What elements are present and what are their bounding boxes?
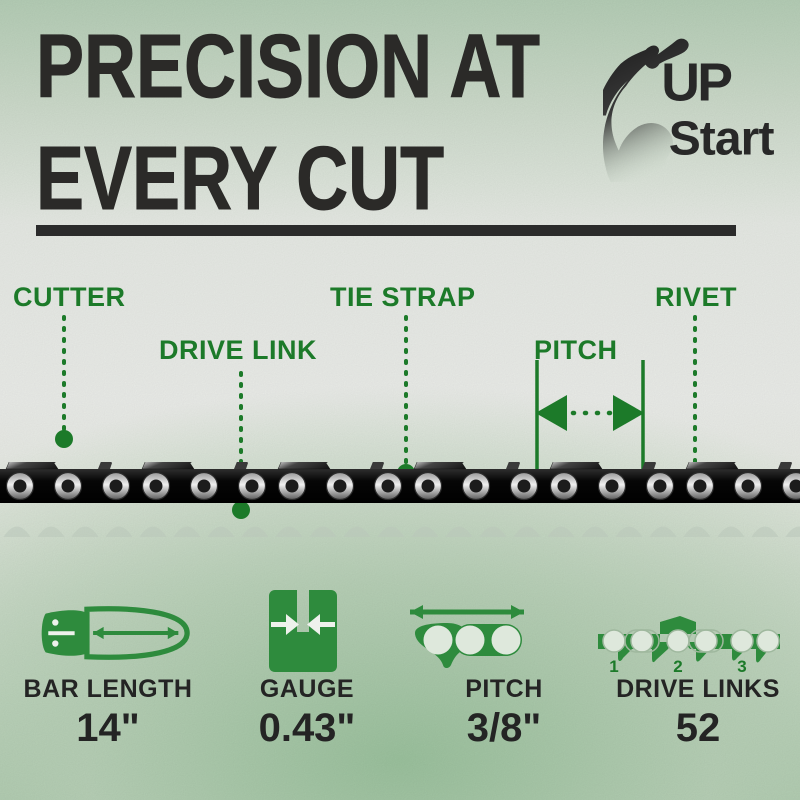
svg-text:UP: UP [661, 53, 731, 113]
svg-text:3: 3 [737, 657, 746, 674]
svg-text:Start: Start [669, 112, 775, 165]
svg-text:2: 2 [673, 657, 682, 674]
svg-text:1: 1 [609, 657, 618, 674]
